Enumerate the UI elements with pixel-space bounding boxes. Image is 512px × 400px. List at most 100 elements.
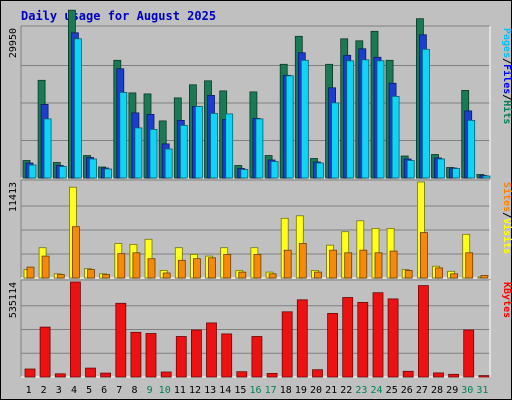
bar-kbytes-day-14 [221,333,233,378]
bar-sites-day-13 [208,257,216,279]
bar-sites-day-30 [465,252,474,279]
bar-pages-day-4 [74,38,82,179]
bar-pages-day-12 [194,106,203,179]
bar-sites-day-8 [132,252,141,279]
bar-sites-day-3 [56,274,65,279]
bar-sites-day-10 [162,272,171,279]
x-tick-label-day-17: 17 [265,385,277,396]
bar-kbytes-day-12 [190,329,202,378]
x-tick-label-day-14: 14 [219,385,231,396]
x-tick-label-day-3: 3 [56,385,62,396]
legend-entry: / [501,94,512,100]
x-tick-label-day-9: 9 [147,385,153,396]
x-tick-label-day-28: 28 [431,385,443,396]
bar-sites-day-14 [223,253,232,279]
ymax-label-kbytes: 535114 [8,282,19,318]
bar-sites-day-20 [314,271,322,279]
bar-sites-day-29 [450,273,459,279]
bar-pages-day-24 [376,60,385,179]
bar-kbytes-day-18 [281,311,293,378]
bar-sites-day-18 [283,249,292,279]
x-tick-label-day-7: 7 [116,385,122,396]
bar-kbytes-day-31 [478,375,490,378]
bar-sites-day-15 [238,271,247,279]
bar-kbytes-day-30 [463,329,475,378]
legend-entry: Files [501,64,512,94]
legend-entry: KBytes [501,282,512,318]
x-tick-label-day-2: 2 [41,385,47,396]
bar-kbytes-day-7 [115,302,127,378]
legend-entry: / [501,212,512,218]
bar-kbytes-day-8 [130,331,142,378]
bar-sites-day-17 [268,273,277,279]
x-tick-label-day-12: 12 [189,385,201,396]
bar-sites-day-19 [298,243,307,279]
legend-entry: Hits [501,100,512,124]
bar-kbytes-day-19 [296,299,308,378]
bar-pages-day-5 [89,158,97,179]
x-tick-label-day-22: 22 [340,385,352,396]
bar-pages-day-27 [421,48,430,179]
bar-pages-day-13 [210,113,218,179]
x-tick-label-day-30: 30 [461,385,473,396]
bar-sites-day-2 [41,255,50,279]
bar-pages-day-22 [346,60,355,179]
bar-pages-day-3 [58,166,67,179]
bar-pages-day-15 [240,169,249,179]
bar-sites-day-25 [389,250,398,279]
bar-sites-day-7 [117,253,126,279]
bar-sites-day-9 [147,258,156,279]
x-tick-label-day-26: 26 [401,385,413,396]
bar-kbytes-day-29 [448,373,460,378]
bar-pages-day-17 [270,161,279,179]
ymax-label-pages-files-hits: 29950 [8,28,19,58]
bar-pages-day-9 [149,128,158,179]
bar-sites-day-16 [253,253,262,279]
bar-kbytes-day-16 [251,336,263,378]
bar-pages-day-11 [179,125,188,179]
x-tick-label-day-24: 24 [370,385,382,396]
x-tick-label-day-5: 5 [86,385,92,396]
bar-pages-day-1 [28,164,37,179]
bar-sites-day-23 [359,249,368,279]
bar-pages-day-26 [406,160,415,179]
bar-pages-day-10 [164,148,173,179]
bar-sites-day-1 [26,266,35,279]
x-tick-label-day-11: 11 [174,385,186,396]
x-tick-label-day-8: 8 [131,385,137,396]
x-tick-label-day-10: 10 [159,385,171,396]
legend-entry: Sites [501,182,512,212]
bar-kbytes-day-28 [433,372,444,378]
bar-kbytes-day-9 [145,333,157,378]
x-tick-label-day-4: 4 [71,385,77,396]
bar-pages-day-2 [43,118,52,179]
legend-entry: Pages [501,28,512,58]
bar-kbytes-day-21 [327,312,339,378]
bar-sites-day-22 [344,252,353,279]
x-tick-label-day-27: 27 [416,385,428,396]
bar-kbytes-day-25 [387,298,399,378]
bar-kbytes-day-17 [266,372,278,378]
legend-entry: Visits [501,218,512,254]
bar-sites-day-5 [87,269,95,279]
x-tick-label-day-13: 13 [204,385,216,396]
bar-sites-day-27 [419,232,428,279]
bar-pages-day-28 [437,158,445,179]
bar-pages-day-20 [316,162,324,179]
bar-pages-day-30 [467,120,476,179]
bar-kbytes-day-4 [70,281,81,378]
x-tick-label-day-15: 15 [234,385,246,396]
bar-pages-day-16 [255,118,264,179]
bar-kbytes-day-24 [372,292,384,378]
bar-kbytes-day-2 [39,326,51,378]
bar-kbytes-day-1 [24,368,36,378]
x-tick-label-day-25: 25 [386,385,398,396]
bar-pages-day-14 [225,113,234,179]
bar-pages-day-31 [482,175,491,179]
bar-kbytes-day-15 [236,371,248,378]
bar-pages-day-19 [300,59,309,179]
bar-kbytes-day-13 [206,322,217,378]
x-tick-label-day-18: 18 [280,385,292,396]
bar-kbytes-day-3 [54,373,66,378]
ymax-label-sites-visits: 11413 [8,182,19,212]
